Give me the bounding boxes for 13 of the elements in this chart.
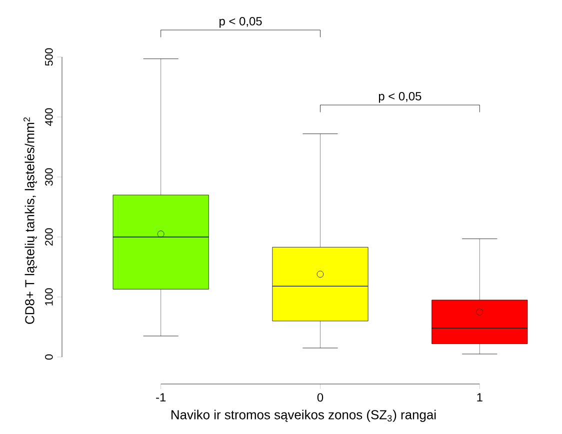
y-tick-label: 0	[45, 354, 53, 360]
y-tick-label: 200	[45, 228, 53, 246]
x-axis-title: Naviko ir stromos sąveikos zonos (SZ$_{3}$) rangai	[172, 410, 436, 422]
y-tick-label: 100	[45, 288, 53, 306]
x-tick-label: 0	[317, 393, 324, 402]
y-tick-label: 500	[45, 48, 53, 66]
y-tick-label: 300	[45, 168, 53, 186]
x-tick-label: -1	[156, 393, 166, 402]
text: p < 0,05	[220, 16, 262, 28]
annotation: p < 0,05	[378, 92, 422, 103]
x-tick-label: 1	[477, 393, 482, 402]
y-tick-label: 400	[45, 108, 53, 126]
y-axis-title: CD8+ T ląstelių tankis, ląstelės/mm$^{2}$	[24, 117, 37, 324]
